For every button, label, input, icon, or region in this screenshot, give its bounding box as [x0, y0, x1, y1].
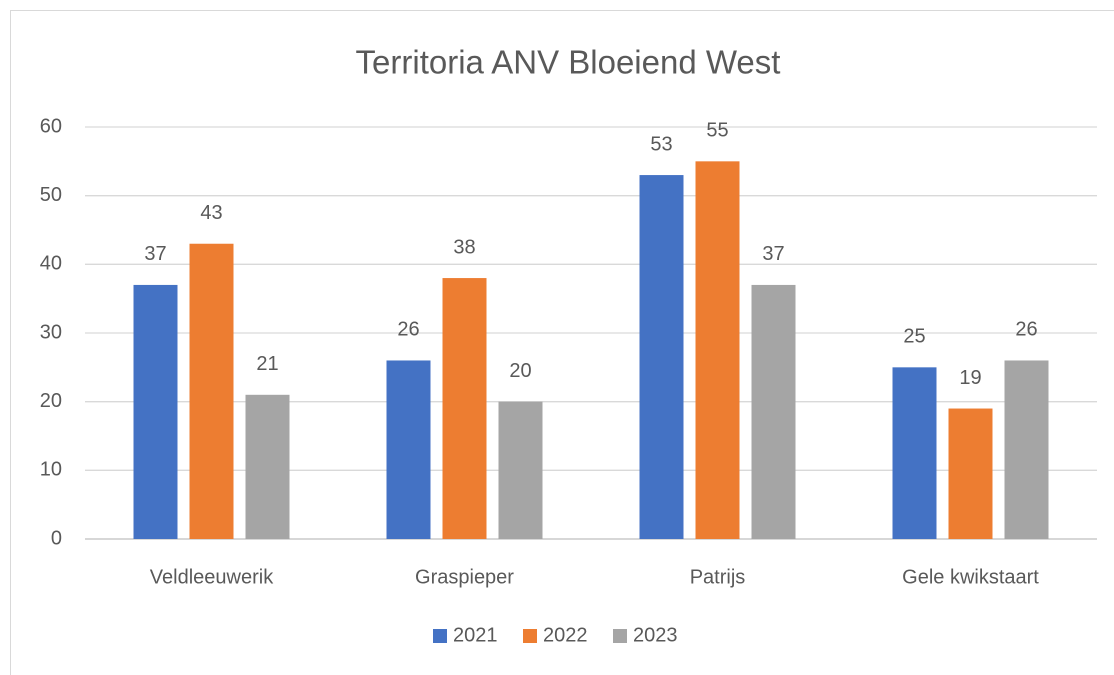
- legend-label: 2022: [543, 624, 588, 646]
- legend-swatch: [613, 629, 627, 643]
- x-tick-label: Veldleeuwerik: [150, 566, 274, 588]
- legend-swatch: [523, 629, 537, 643]
- data-label: 21: [256, 353, 278, 375]
- bar: [695, 161, 740, 540]
- data-label: 25: [903, 326, 925, 348]
- legend-swatch: [433, 629, 447, 643]
- bar: [639, 175, 684, 540]
- y-tick-label: 0: [51, 527, 62, 549]
- bar: [386, 360, 431, 539]
- legend-label: 2023: [633, 624, 678, 646]
- data-label: 53: [650, 133, 672, 155]
- data-label: 43: [200, 202, 222, 224]
- x-tick-label: Patrijs: [690, 566, 746, 588]
- legend-label: 2021: [453, 624, 498, 646]
- bar: [498, 401, 543, 539]
- x-tick-label: Gele kwikstaart: [902, 566, 1039, 588]
- bar: [442, 278, 487, 539]
- bar: [1004, 360, 1049, 539]
- data-label: 20: [509, 360, 531, 382]
- chart-title: Territoria ANV Bloeiend West: [356, 44, 781, 81]
- y-tick-label: 20: [40, 390, 62, 412]
- data-label: 37: [144, 243, 166, 265]
- y-tick-label: 50: [40, 184, 62, 206]
- y-tick-label: 60: [40, 115, 62, 137]
- bar: [892, 367, 937, 539]
- x-tick-label: Graspieper: [415, 566, 514, 588]
- data-label: 38: [453, 236, 475, 258]
- bar: [133, 284, 178, 539]
- data-label: 55: [706, 120, 728, 142]
- bar: [751, 284, 796, 539]
- bar: [189, 243, 234, 539]
- y-tick-label: 40: [40, 253, 62, 275]
- data-label: 19: [959, 367, 981, 389]
- bar: [948, 408, 993, 539]
- y-tick-label: 10: [40, 459, 62, 481]
- data-label: 26: [1015, 319, 1037, 341]
- data-label: 37: [762, 243, 784, 265]
- data-label: 26: [397, 319, 419, 341]
- bar: [245, 394, 290, 539]
- y-tick-label: 30: [40, 321, 62, 343]
